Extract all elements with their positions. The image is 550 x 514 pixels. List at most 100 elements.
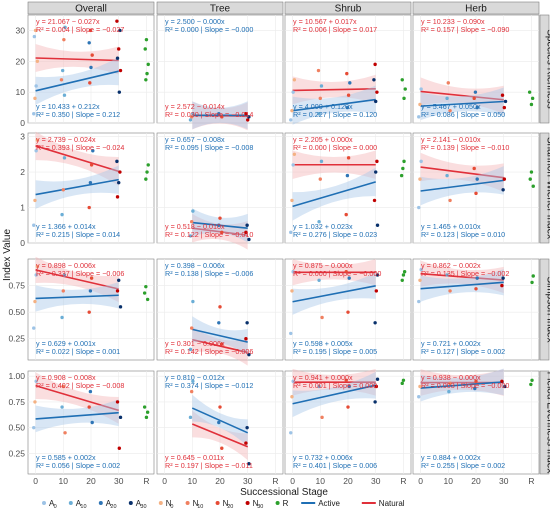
- data-point: [473, 386, 477, 391]
- natural-fit-stats: R² = 0.000 | Slope = 0.000: [293, 143, 377, 152]
- data-point: [34, 273, 38, 277]
- legend-point-key: [128, 501, 133, 505]
- column-strip-3: [412, 1, 540, 15]
- data-point: [191, 379, 195, 383]
- active-regression-line: [420, 381, 504, 389]
- data-point: [34, 149, 38, 153]
- data-point: [244, 441, 248, 445]
- data-point: [218, 305, 222, 309]
- data-point: [374, 170, 378, 174]
- natural-regression-line: [35, 57, 119, 62]
- y-axis-title: Index Value: [2, 229, 13, 282]
- data-point: [189, 220, 194, 224]
- data-point: [531, 184, 535, 188]
- panel-2-1: [156, 258, 284, 361]
- active-equation: y = 1.032 + 0.023x: [293, 222, 353, 231]
- legend-item: A 20: [98, 499, 117, 510]
- legend-item: A 10: [68, 499, 87, 510]
- data-point: [32, 34, 37, 39]
- data-point: [448, 198, 452, 203]
- active-regression-line: [292, 181, 376, 208]
- data-point: [245, 425, 249, 430]
- y-tick-label: 0.50: [8, 423, 25, 433]
- data-point: [345, 173, 350, 178]
- active-equation: y = 5.467 + 0.050x: [421, 102, 481, 111]
- natural-regression-line: [192, 227, 248, 237]
- row-label: Pielou Evenness Index: [545, 372, 550, 474]
- data-point: [344, 270, 348, 274]
- data-point: [527, 90, 532, 94]
- axes: 0 10 20 30 0 1 2 3 0.25 0.50 0.75 0.25 0.50 0.75 1.00 0…: [8, 25, 534, 486]
- natural-equation: y = 0.518 − 0.010x: [165, 222, 225, 231]
- data-point: [346, 156, 351, 160]
- y-tick-label: 20: [16, 56, 26, 66]
- data-point: [418, 278, 422, 282]
- x-tick-label: 0: [290, 476, 295, 486]
- natural-equation: y = 0.862 − 0.002x: [421, 261, 481, 270]
- natural-regression-line: [35, 384, 119, 412]
- data-point: [245, 321, 249, 325]
- data-point: [217, 112, 221, 116]
- data-point: [32, 112, 36, 116]
- data-point: [531, 274, 535, 278]
- panel-1-2: [284, 132, 412, 244]
- data-point: [419, 159, 423, 164]
- data-point: [247, 352, 251, 357]
- data-point: [117, 446, 122, 450]
- data-point: [191, 209, 195, 213]
- data-point: [530, 96, 535, 101]
- data-point: [320, 315, 324, 320]
- natural-equation: y = 0.301 − 0.006x: [165, 339, 225, 348]
- data-point: [400, 78, 404, 82]
- data-point: [62, 93, 67, 97]
- legend-item: N10: [185, 499, 203, 510]
- active-fit-stats: R² = 0.255 | Slope = 0.002: [421, 461, 505, 470]
- data-point: [87, 310, 91, 314]
- active-equation: y = 0.585 + 0.002x: [36, 453, 96, 462]
- legend-subscript: 0: [170, 504, 173, 510]
- x-tick-label: 0: [33, 476, 38, 486]
- active-fit-stats: R² = 0.215 | Slope = 0.014: [36, 230, 120, 239]
- row-strip-1: [539, 132, 550, 244]
- data-point: [115, 159, 119, 164]
- data-point: [33, 198, 37, 203]
- data-point: [115, 19, 119, 23]
- data-point: [191, 299, 195, 304]
- x-tick-label: 30: [243, 476, 253, 486]
- data-point: [118, 170, 122, 174]
- data-point: [345, 71, 349, 76]
- row-strip-0: [539, 14, 550, 124]
- active-regression-line: [420, 281, 504, 290]
- column-label: Overall: [75, 4, 107, 15]
- row-label: Simpson Index: [545, 276, 550, 342]
- natural-fit-stats: R² = 0.003 | Slope = −0.000: [421, 381, 509, 390]
- x-tick-label: 20: [86, 476, 96, 486]
- data-point: [448, 108, 452, 113]
- data-point: [245, 223, 249, 227]
- data-point: [142, 291, 147, 295]
- active-regression-line: [35, 178, 119, 196]
- data-point: [320, 415, 324, 420]
- data-point: [34, 379, 38, 383]
- data-point: [61, 188, 65, 192]
- data-point: [118, 28, 122, 33]
- data-point: [89, 163, 94, 167]
- data-point: [218, 405, 222, 409]
- data-point: [445, 96, 449, 101]
- data-point: [115, 289, 120, 293]
- data-point: [475, 276, 479, 280]
- data-point: [117, 47, 121, 51]
- data-point: [374, 384, 379, 389]
- legend-point-key: [185, 501, 190, 505]
- active-regression-line: [35, 411, 119, 420]
- data-point: [292, 78, 297, 82]
- data-point: [244, 337, 248, 341]
- data-point: [418, 102, 422, 107]
- legend-point-key: [215, 501, 220, 505]
- data-point: [473, 90, 478, 94]
- x-tick-label: R: [143, 476, 149, 486]
